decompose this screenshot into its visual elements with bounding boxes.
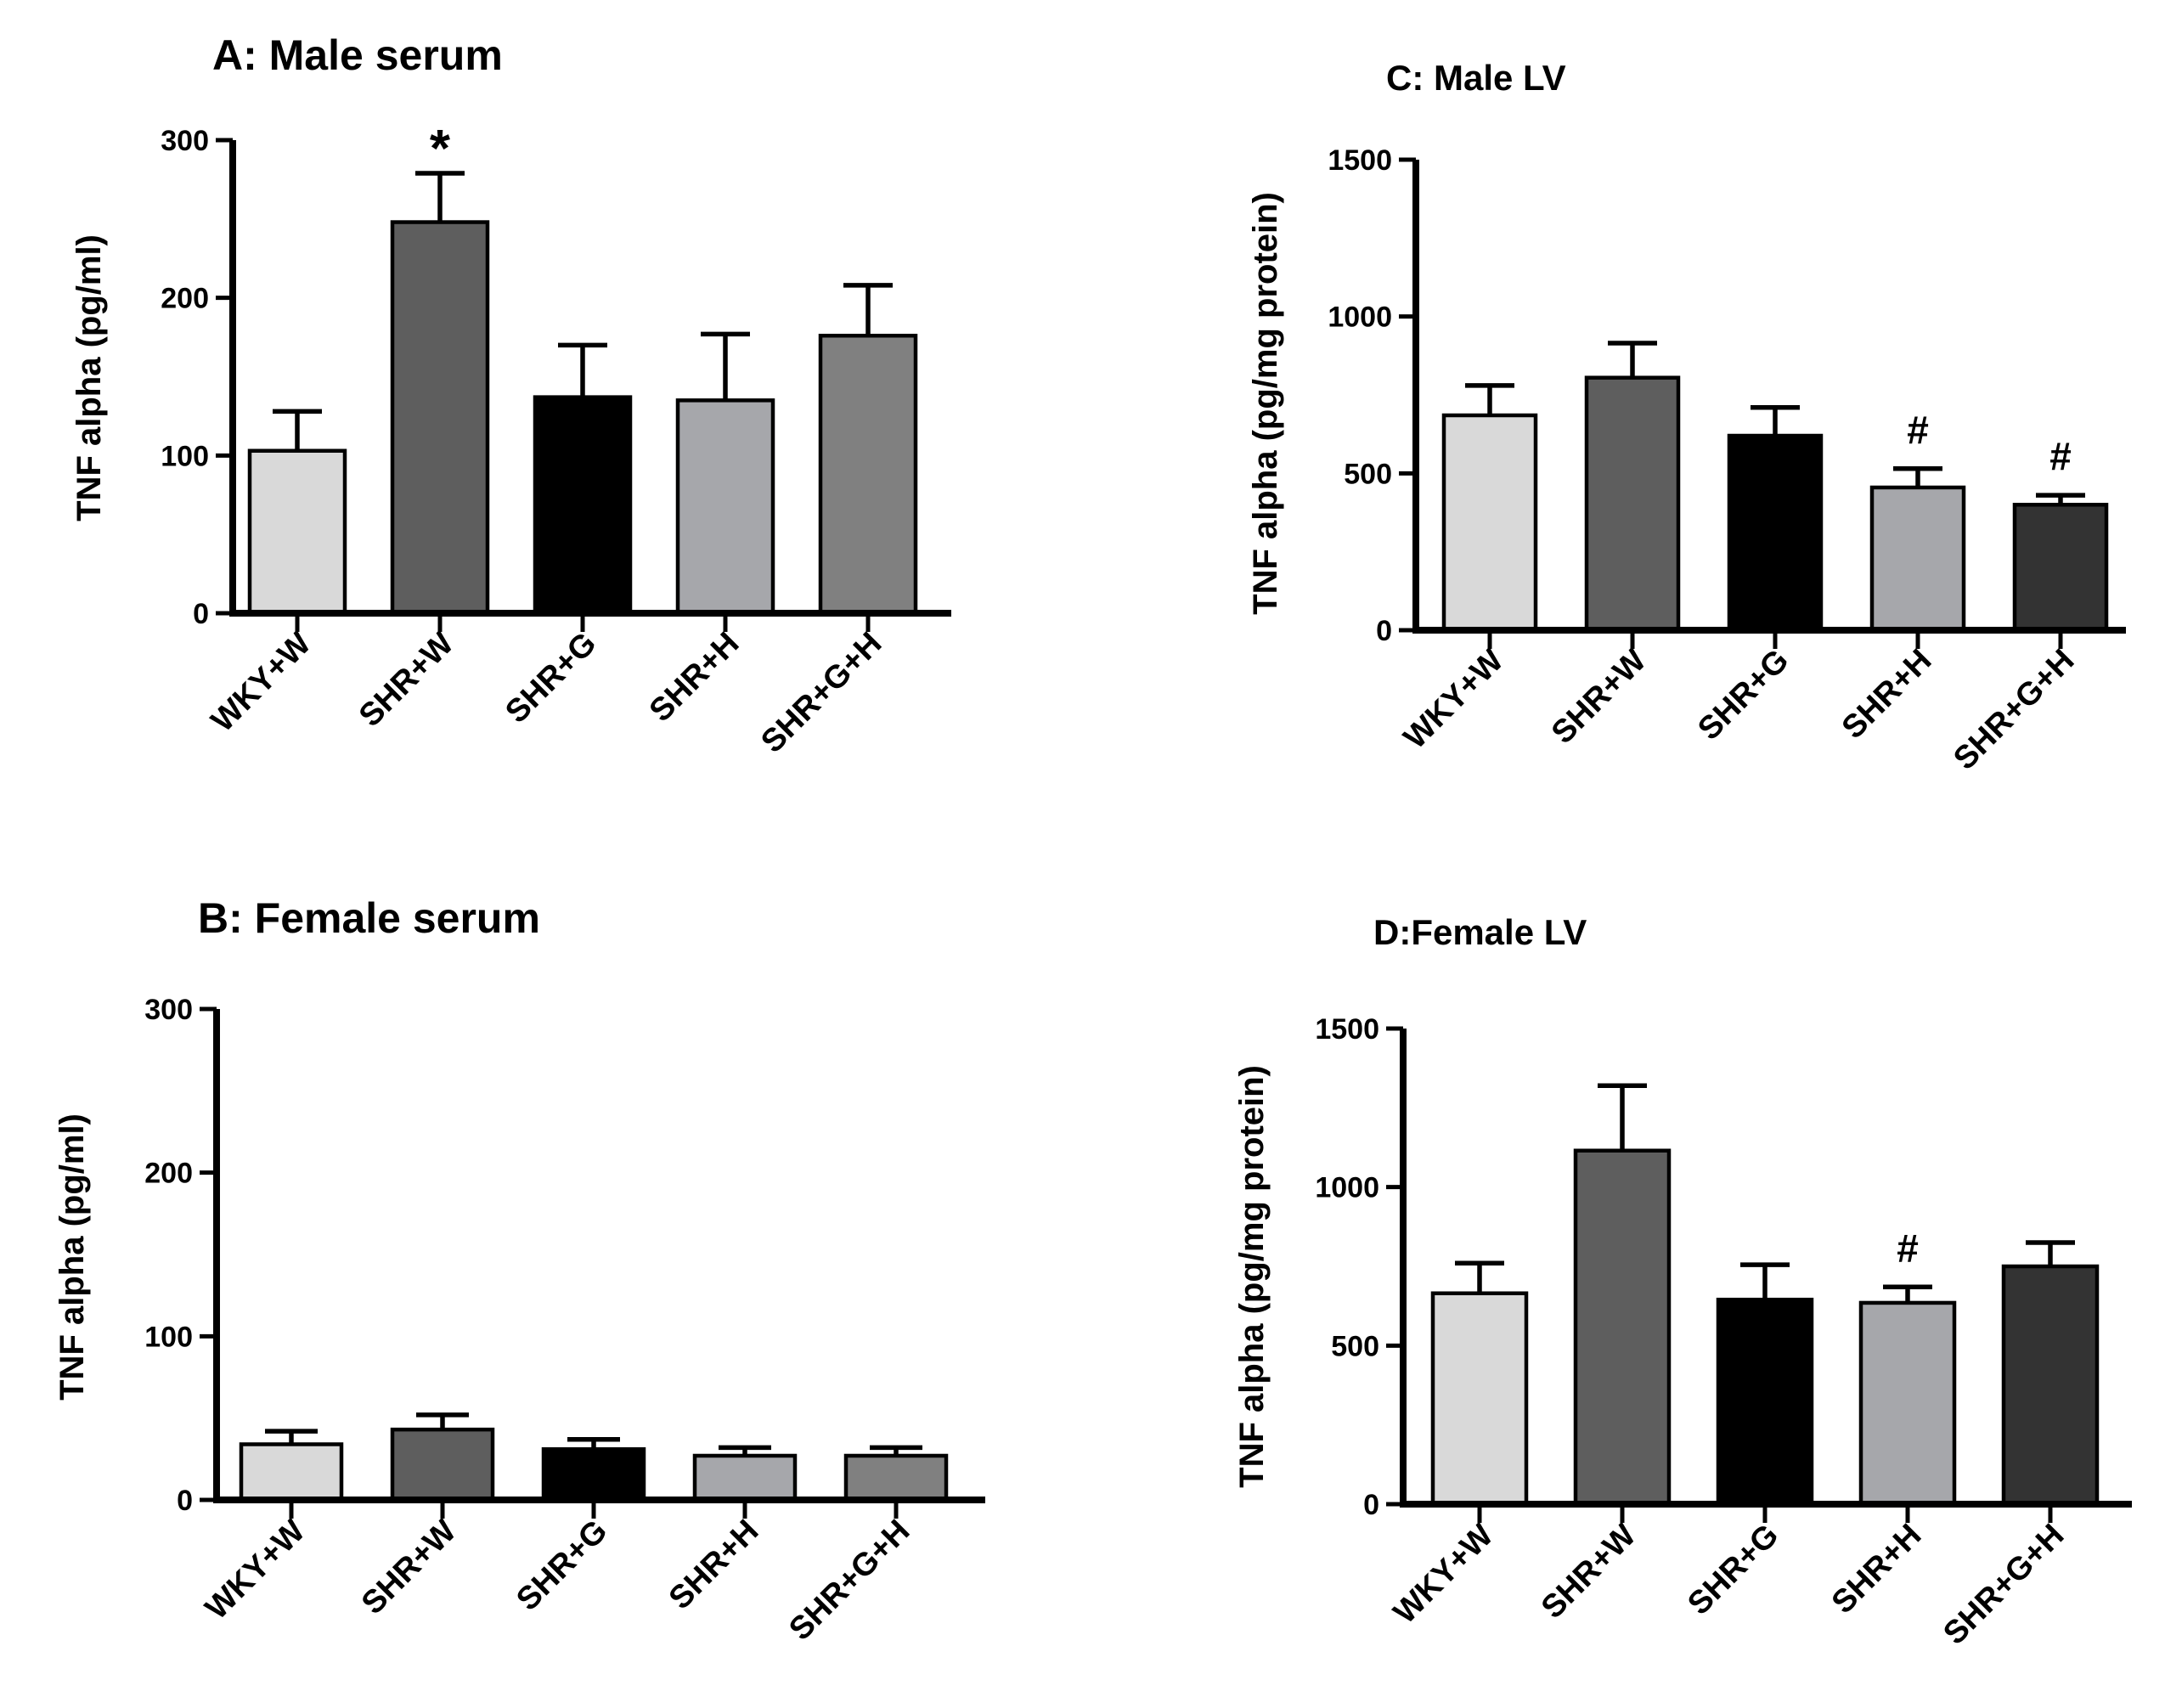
panel-d-title: D:Female LV [1373, 912, 1587, 952]
panel-c-x-tick-label-shr-plus-g: SHR+G [1691, 643, 1796, 747]
panel-a: A: Male serum TNF alpha (pg/ml) 0 100 200 3… [70, 31, 951, 760]
panel-b-y-tick-label-200: 200 [144, 1158, 193, 1190]
panel-d-x-tick-label-shr-plus-h: SHR+H [1825, 1518, 1929, 1621]
panel-c-bars [1441, 375, 2109, 633]
panel-a-y-tick-label-100: 100 [161, 440, 209, 472]
panel-c-bar-shr-plus-h [1869, 485, 1966, 633]
panel-b-x-tick-label-shr-plus-g-plus-h: SHR+G+H [782, 1514, 916, 1648]
panel-b-bar-shr-plus-w [390, 1427, 495, 1502]
panel-d-y-tick-label-1500: 1500 [1315, 1013, 1379, 1046]
panel-b-bar-shr-plus-h [692, 1453, 798, 1502]
panel-a-bar-shr-plus-h [675, 398, 775, 616]
panel-a-bar-wky-plus-w [247, 448, 347, 616]
panel-a-y-tick-label-300: 300 [161, 125, 209, 157]
panel-d-y-tick-label-1000: 1000 [1315, 1172, 1379, 1204]
panel-b-y-tick-label-300: 300 [144, 994, 193, 1026]
panel-b: B: Female serum TNF alpha (pg/ml) 0 100 20… [54, 894, 985, 1648]
panel-b-title: B: Female serum [198, 894, 540, 942]
panel-a-x-tick-label-shr-plus-h: SHR+H [643, 626, 747, 730]
panel-d-error-bars [1455, 1083, 2075, 1303]
panel-c-bar-shr-plus-g-plus-h [2012, 503, 2109, 633]
panel-c-error-bars [1465, 341, 2085, 505]
panel-d-x-ticks: WKY+W SHR+W SHR+G SHR+H SHR+G+H [1387, 1504, 2071, 1652]
panel-d-y-ticks: 0 500 1000 1500 [1315, 1013, 1403, 1521]
panel-b-y-ticks: 0 100 200 300 [144, 994, 217, 1517]
panel-a-bar-shr-plus-g-plus-h [818, 333, 918, 616]
panel-b-y-tick-label-100: 100 [144, 1321, 193, 1353]
panel-c-y-ticks: 0 500 1000 1500 [1328, 144, 1416, 647]
panel-c-y-axis-label: TNF alpha (pg/mg protein) [1247, 192, 1284, 615]
panel-a-y-axis-label: TNF alpha (pg/ml) [70, 234, 108, 521]
panel-c-y-tick-label-1500: 1500 [1328, 144, 1392, 177]
panel-a-bar-shr-plus-g [533, 395, 633, 616]
panel-a-error-bars [273, 171, 893, 451]
panel-b-x-tick-label-shr-plus-w: SHR+W [355, 1514, 464, 1622]
panel-c-annotation-shr-plus-g-plus-h: # [2049, 434, 2072, 478]
panel-a-y-tick-label-0: 0 [193, 598, 209, 630]
panel-d-bar-wky-plus-w [1430, 1291, 1529, 1507]
panel-c: C: Male LV TNF alpha (pg/mg protein) 0 50… [1247, 58, 2126, 777]
panel-a-annotation-shr-plus-w: * [430, 120, 451, 178]
panel-b-x-tick-label-wky-plus-w: WKY+W [199, 1514, 313, 1627]
panel-d-y-tick-label-500: 500 [1331, 1330, 1379, 1362]
panel-a-bars [247, 220, 918, 616]
panel-d-y-tick-label-0: 0 [1363, 1489, 1379, 1521]
panel-c-bar-wky-plus-w [1441, 413, 1538, 633]
panel-b-bar-shr-plus-g [541, 1447, 646, 1502]
panel-a-title: A: Male serum [212, 31, 503, 79]
panel-d-x-tick-label-shr-plus-g-plus-h: SHR+G+H [1937, 1518, 2071, 1652]
panel-c-bar-shr-plus-g [1727, 433, 1824, 633]
panel-b-y-tick-label-0: 0 [177, 1485, 193, 1517]
panel-c-y-tick-label-500: 500 [1344, 458, 1392, 490]
panel-d-x-tick-label-wky-plus-w: WKY+W [1387, 1518, 1501, 1632]
panel-c-y-tick-label-0: 0 [1376, 615, 1392, 647]
panel-d-bar-shr-plus-g [1716, 1297, 1814, 1507]
panel-b-x-ticks: WKY+W SHR+W SHR+G SHR+H SHR+G+H [199, 1500, 916, 1648]
panel-c-title: C: Male LV [1386, 58, 1566, 98]
panel-c-y-tick-label-1000: 1000 [1328, 302, 1392, 334]
panel-d-bar-shr-plus-g-plus-h [2001, 1264, 2100, 1507]
panel-a-annotations: * [430, 120, 451, 178]
panel-a-x-tick-label-wky-plus-w: WKY+W [205, 626, 319, 740]
panel-c-x-tick-label-shr-plus-h: SHR+H [1835, 643, 1939, 747]
panel-b-x-tick-label-shr-plus-g: SHR+G [510, 1514, 614, 1618]
panel-b-x-tick-label-shr-plus-h: SHR+H [662, 1514, 766, 1617]
panel-d-x-tick-label-shr-plus-w: SHR+W [1535, 1518, 1643, 1626]
panel-c-annotations: ## [1907, 408, 2072, 478]
panel-b-y-axis-label: TNF alpha (pg/ml) [54, 1113, 91, 1401]
panel-a-x-tick-label-shr-plus-g: SHR+G [499, 626, 603, 730]
panel-d-annotation-shr-plus-h: # [1897, 1226, 1919, 1270]
panel-b-error-bars [265, 1412, 922, 1456]
panel-c-x-tick-label-shr-plus-g-plus-h: SHR+G+H [1947, 643, 2081, 777]
panel-d: D:Female LV TNF alpha (pg/mg protein) 0 5… [1233, 912, 2132, 1652]
panel-a-x-ticks: WKY+W SHR+W SHR+G SHR+H SHR+G+H [205, 613, 888, 760]
panel-c-x-ticks: WKY+W SHR+W SHR+G SHR+H SHR+G+H [1397, 630, 2081, 777]
panel-c-bar-shr-plus-w [1584, 375, 1681, 633]
panel-d-x-tick-label-shr-plus-g: SHR+G [1681, 1518, 1785, 1622]
panel-c-x-tick-label-wky-plus-w: WKY+W [1397, 643, 1511, 757]
panel-d-bars [1430, 1148, 2100, 1507]
panel-c-annotation-shr-plus-h: # [1907, 408, 1929, 452]
panel-b-bar-wky-plus-w [239, 1442, 344, 1502]
panel-d-bar-shr-plus-h [1858, 1300, 1957, 1507]
panel-a-x-tick-label-shr-plus-w: SHR+W [352, 626, 461, 735]
panel-a-y-tick-label-200: 200 [161, 283, 209, 315]
panel-a-x-tick-label-shr-plus-g-plus-h: SHR+G+H [754, 626, 888, 760]
panel-b-bar-shr-plus-g-plus-h [843, 1453, 949, 1502]
panel-a-bar-shr-plus-w [390, 220, 490, 616]
panel-d-y-axis-label: TNF alpha (pg/mg protein) [1233, 1065, 1271, 1488]
panel-c-x-tick-label-shr-plus-w: SHR+W [1545, 643, 1654, 752]
panel-d-annotations: # [1897, 1226, 1919, 1270]
panel-d-bar-shr-plus-w [1573, 1148, 1672, 1507]
panel-a-y-ticks: 0 100 200 300 [161, 125, 233, 630]
